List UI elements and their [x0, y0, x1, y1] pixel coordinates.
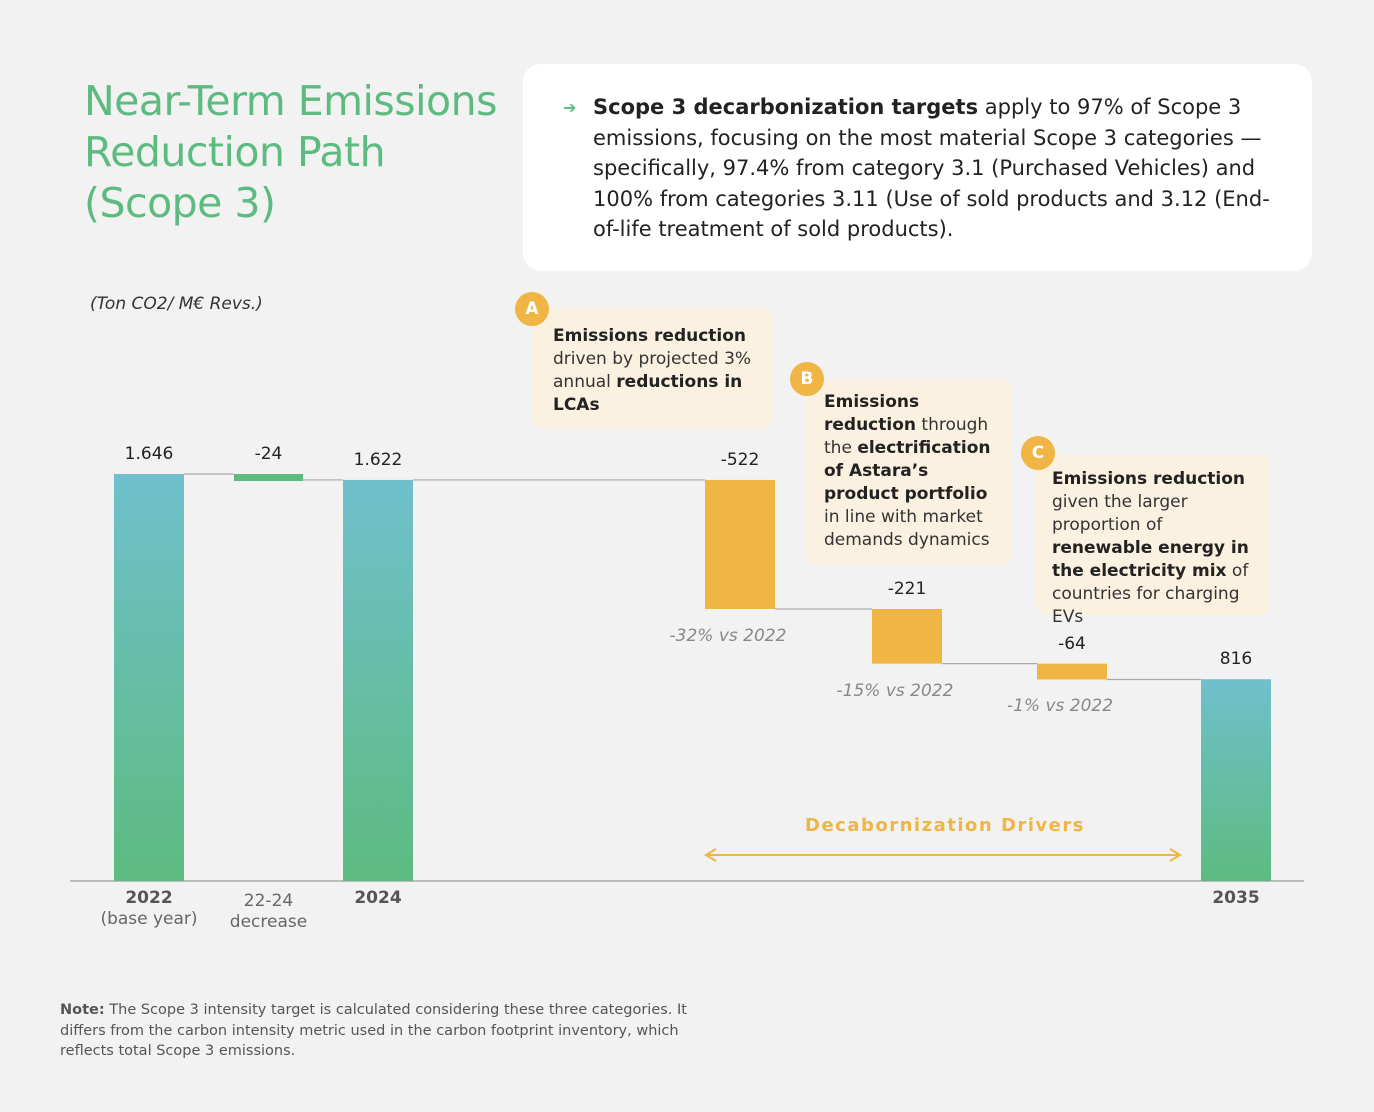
page-title: Near-Term Emissions Reduction Path (Scop… [84, 77, 497, 227]
callout-text-part: renewable energy in the electricity mix [1052, 538, 1249, 581]
bar-value-label: -64 [1058, 633, 1086, 654]
drivers-label: Decabornization Drivers [805, 815, 1085, 836]
callout-b: Emissions reduction through the electrif… [806, 380, 1012, 564]
x-tick-main: 2024 [354, 888, 402, 908]
arrow-right-icon: ➔ [563, 98, 577, 117]
badge-b-icon: B [790, 362, 824, 396]
info-bold-lead: Scope 3 decarbonization targets [593, 95, 979, 119]
callout-c-text: Emissions reduction given the larger pro… [1052, 468, 1262, 629]
callout-a-text: Emissions reduction driven by projected … [553, 325, 759, 417]
x-tick-label: 2022 (base year) [79, 888, 219, 930]
callout-text-part: driven by projected 3% annual [553, 349, 752, 392]
callout-text-part: Emissions reduction [553, 326, 747, 346]
bar-driver [1037, 663, 1107, 680]
bar-value-label: 1.646 [124, 444, 174, 464]
x-tick-sub: (base year) [100, 909, 198, 929]
drivers-arrow [704, 848, 1182, 862]
callout-text-part: of countries for charging EVs [1052, 561, 1249, 627]
callout-text-part: electrification of Astara’s product port… [824, 438, 991, 504]
bar-driver [872, 609, 942, 664]
x-tick-label: 22-24 decrease [199, 891, 339, 933]
info-box: ➔ Scope 3 decarbonization targets apply … [523, 64, 1312, 271]
callout-text-part: Emissions reduction [824, 392, 920, 435]
badge-a-icon: A [515, 292, 549, 326]
callout-text-part: in line with market demands dynamics [824, 507, 990, 550]
callout-text-part: through the [824, 415, 989, 458]
bar-percent-note: -1% vs 2022 [1006, 696, 1114, 717]
bar-value-label: -522 [720, 449, 760, 470]
bar-driver [705, 479, 775, 610]
x-tick-sub: decrease [229, 912, 308, 932]
x-tick-label: 2024 [308, 888, 448, 909]
bar-total [1201, 679, 1271, 881]
bar-value-label: -24 [254, 444, 283, 464]
callout-c: Emissions reduction given the larger pro… [1036, 455, 1270, 627]
callout-text-part: given the larger proportion of [1052, 492, 1188, 535]
info-text: Scope 3 decarbonization targets apply to… [593, 92, 1272, 245]
x-tick-label: 2035 [1166, 888, 1306, 909]
unit-label: (Ton CO2/ M€ Revs.) [90, 294, 263, 314]
note-text: The Scope 3 intensity target is calculat… [60, 1002, 687, 1059]
bar-value-label: 816 [1219, 649, 1253, 670]
info-body: apply to 97% of Scope 3 emissions, focus… [593, 95, 1270, 241]
callout-text-part: reductions in LCAs [553, 372, 743, 415]
callout-text-part: Emissions reduction [1052, 469, 1246, 489]
badge-c-icon: C [1021, 436, 1055, 470]
bar-percent-note: -32% vs 2022 [669, 626, 787, 646]
x-tick-main: 2035 [1212, 888, 1260, 908]
callout-b-text: Emissions reduction through the electrif… [824, 391, 1002, 552]
note-bold: Note: [60, 1002, 105, 1018]
bar-value-label: 1.622 [353, 449, 403, 470]
callout-a: Emissions reduction driven by projected … [531, 308, 773, 428]
bar-percent-note: -15% vs 2022 [836, 680, 954, 701]
bar-decrease [234, 474, 303, 481]
x-tick-main: 2022 [125, 888, 173, 908]
bar-total [114, 474, 184, 881]
footnote: Note: The Scope 3 intensity target is ca… [60, 1000, 700, 1062]
x-tick-main: 22-24 [243, 891, 294, 911]
bar-total [343, 479, 413, 881]
bar-value-label: -221 [887, 579, 927, 599]
